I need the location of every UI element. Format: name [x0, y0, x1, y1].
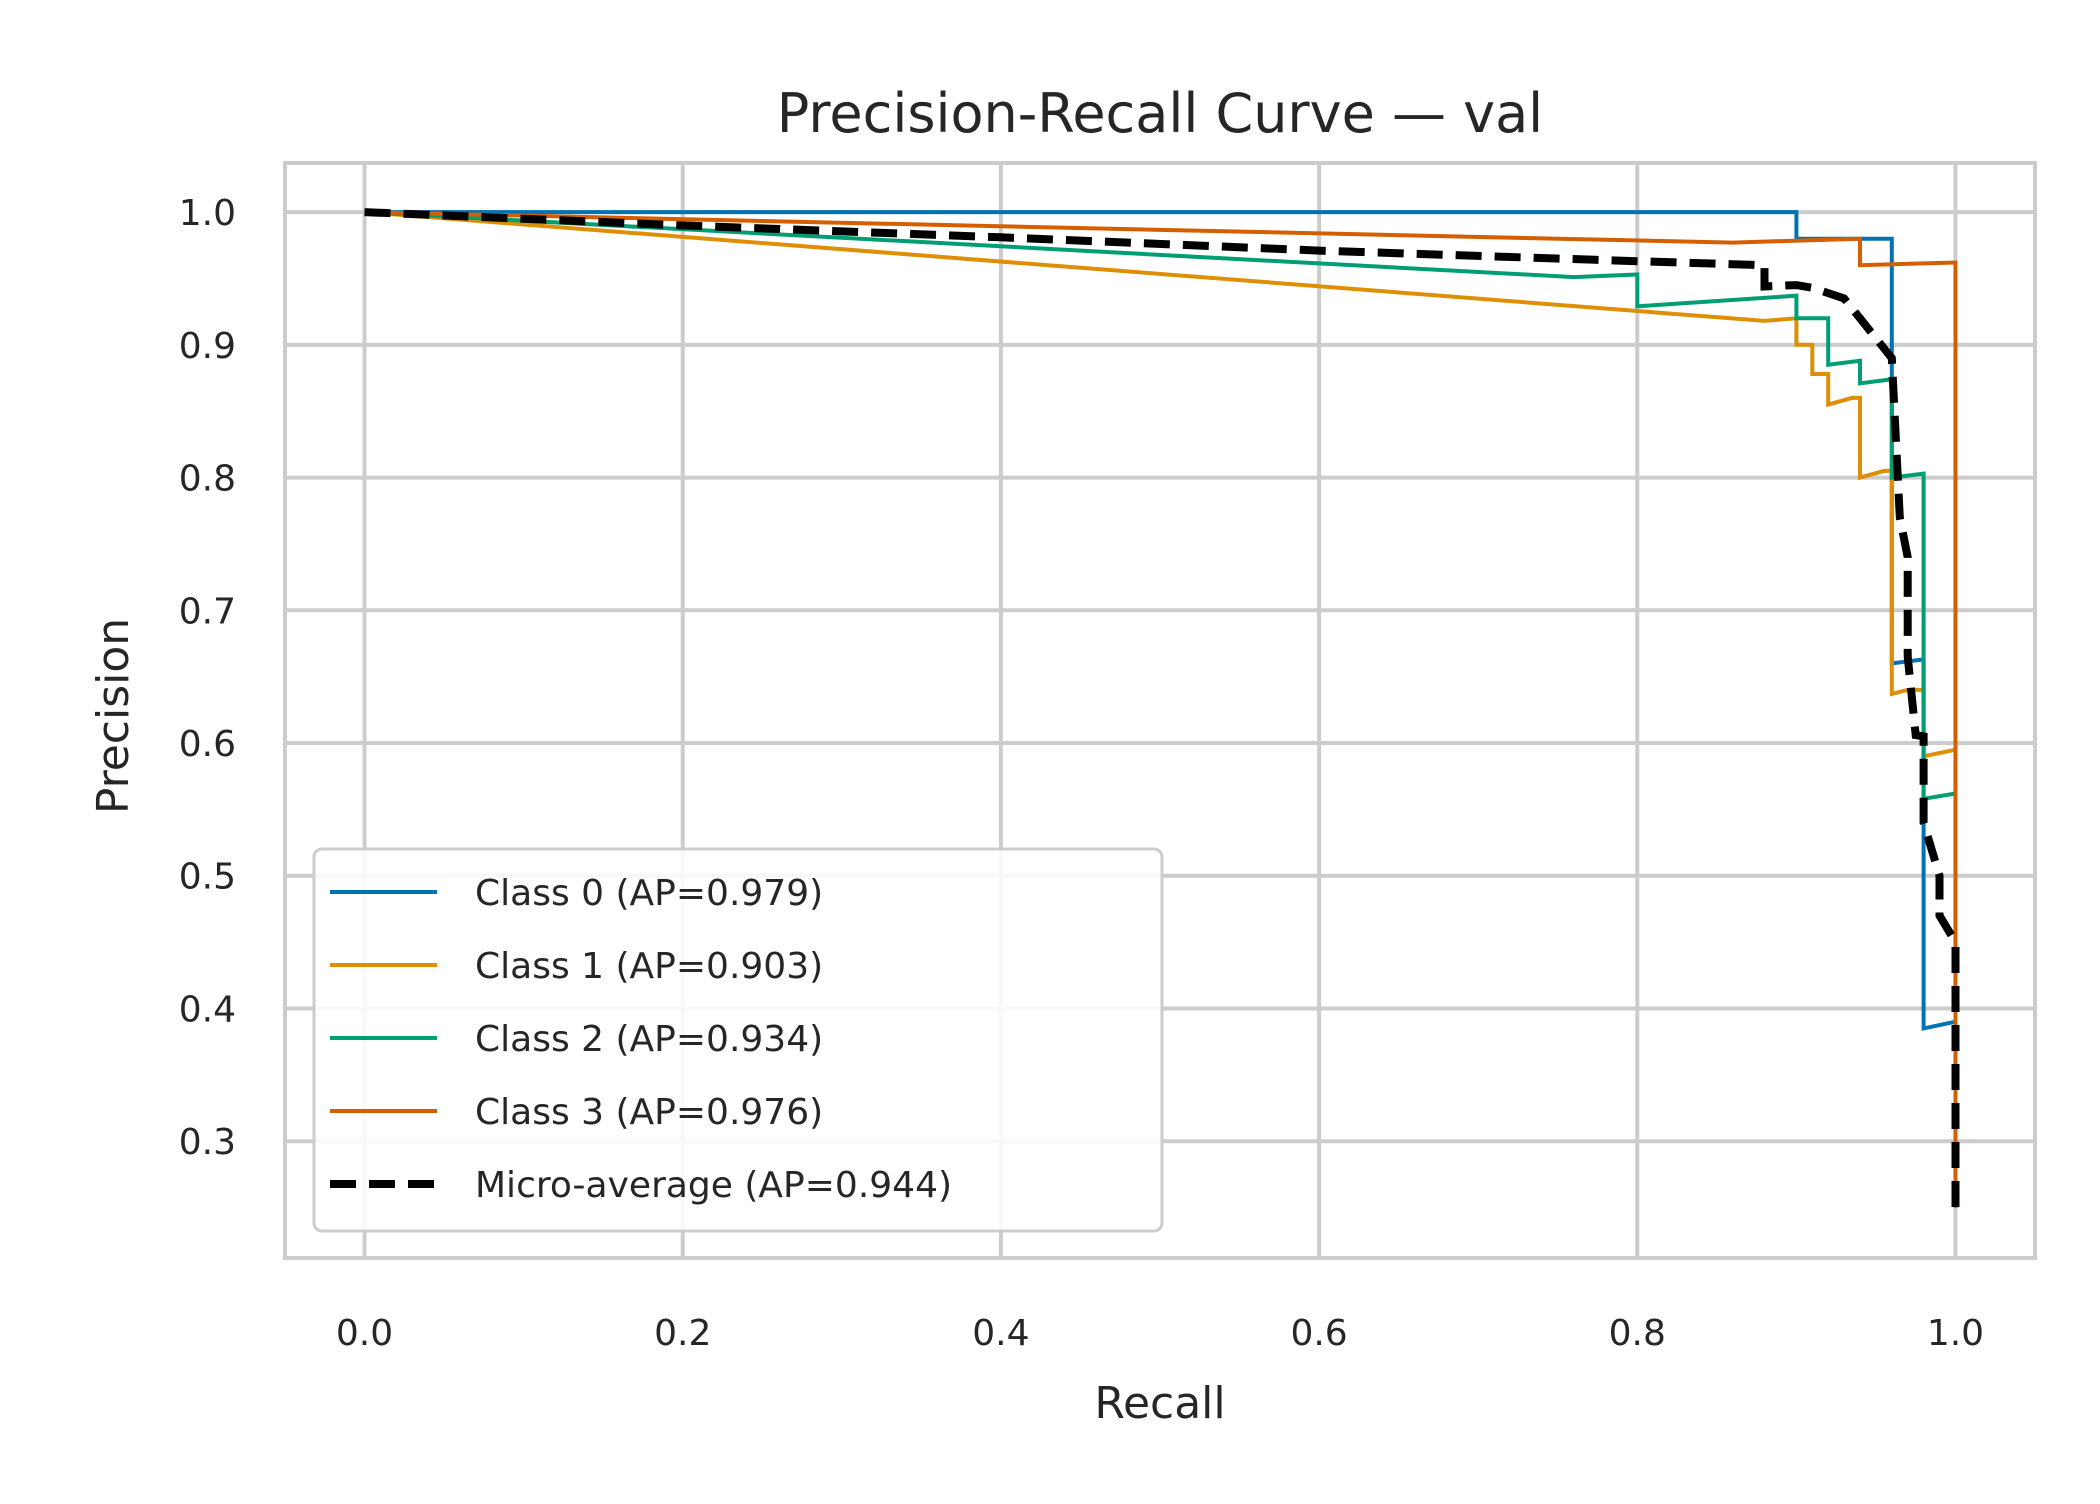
class-2-line: [364, 210, 1958, 1208]
y-tick-label: 0.7: [179, 591, 236, 632]
x-tick-labels: 0.0 0.2 0.4 0.6 0.8 1.0: [336, 1313, 1984, 1354]
legend-box: [312, 847, 1164, 1233]
x-tick-label: 0.6: [1290, 1313, 1347, 1354]
legend: Class 0 (AP=0.979) Class 1 (AP=0.903) Clas…: [312, 847, 1164, 1233]
x-tick-label: 0.8: [1609, 1313, 1666, 1354]
class-3-line: [364, 210, 1958, 1208]
y-tick-label: 0.8: [179, 459, 236, 500]
y-tick-label: 0.9: [179, 326, 236, 367]
series-lines: [364, 208, 1960, 1208]
legend-label: Micro-average (AP=0.944): [475, 1165, 952, 1206]
micro-average-line: [364, 208, 1960, 1208]
legend-label: Class 0 (AP=0.979): [475, 873, 823, 914]
x-tick-label: 0.0: [336, 1313, 393, 1354]
legend-label: Class 2 (AP=0.934): [475, 1019, 823, 1060]
y-tick-label: 0.6: [179, 724, 236, 765]
legend-label: Class 3 (AP=0.976): [475, 1092, 823, 1133]
y-tick-label: 0.4: [179, 989, 236, 1030]
plot-frame: [283, 161, 2037, 1260]
legend-label: Class 1 (AP=0.903): [475, 946, 823, 987]
x-tick-label: 0.2: [654, 1313, 711, 1354]
y-tick-label: 0.5: [179, 857, 236, 898]
x-tick-label: 0.4: [972, 1313, 1029, 1354]
y-tick-label: 0.3: [179, 1122, 236, 1163]
chart-title: Precision-Recall Curve — val: [777, 82, 1543, 145]
y-tick-labels: 0.3 0.4 0.5 0.6 0.7 0.8 0.9 1.0: [179, 193, 236, 1163]
x-axis-title: Recall: [1094, 1378, 1225, 1429]
x-tick-label: 1.0: [1927, 1313, 1984, 1354]
y-tick-label: 1.0: [179, 193, 236, 234]
y-axis-title: Precision: [88, 618, 139, 814]
